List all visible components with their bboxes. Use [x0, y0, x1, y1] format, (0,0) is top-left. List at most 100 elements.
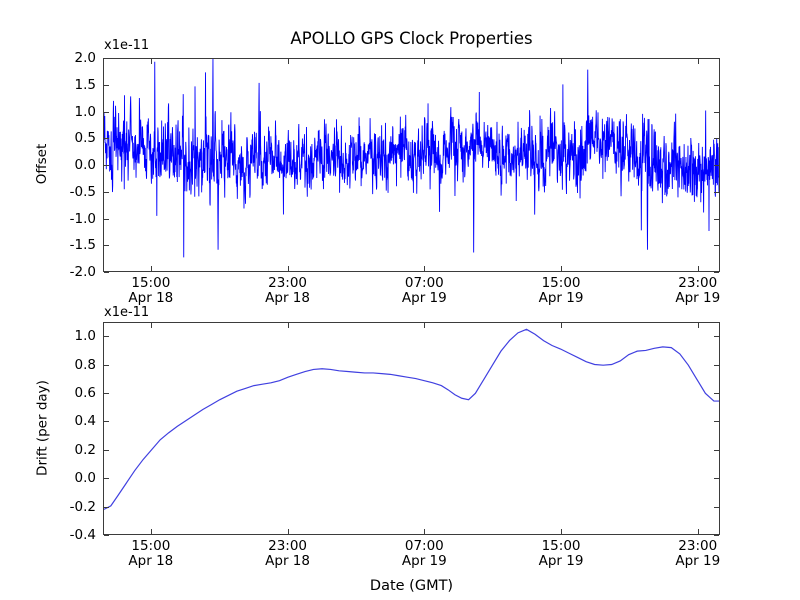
drift-y-axis-label: Drift (per day) [34, 379, 50, 476]
xtick-time: 15:00 [541, 538, 581, 554]
axis-tick [104, 507, 109, 509]
xtick-time: 15:00 [131, 538, 171, 554]
xtick-date: Apr 18 [128, 552, 174, 569]
axis-tick [424, 59, 426, 64]
axis-tick [104, 112, 109, 114]
drift-ytick-label: 0.6 [74, 385, 96, 401]
drift-exponent-label: x1e-11 [104, 305, 150, 320]
axis-tick [104, 245, 109, 247]
offset-ytick-label: -0.5 [69, 183, 96, 200]
offset-exponent-label: x1e-11 [104, 38, 150, 53]
axis-tick [151, 529, 153, 534]
axis-tick [104, 535, 109, 537]
offset-xtick-label: 15:00 Apr 18 [128, 276, 173, 305]
axis-tick [714, 393, 719, 395]
drift-x-axis-label: Date (GMT) [369, 578, 454, 594]
drift-trace [104, 329, 719, 509]
drift-ytick-label: 0.8 [74, 356, 96, 373]
axis-tick [714, 165, 719, 167]
xtick-date: Apr 19 [675, 289, 721, 306]
drift-ytick-label: -0.4 [69, 527, 96, 543]
xtick-time: 23:00 [678, 538, 718, 554]
axis-tick [714, 421, 719, 423]
axis-tick [714, 365, 719, 367]
axis-tick [104, 365, 109, 367]
axis-tick [288, 59, 290, 64]
axis-tick [561, 59, 563, 64]
xtick-date: Apr 18 [128, 289, 174, 306]
xtick-time: 23:00 [678, 275, 718, 291]
xtick-date: Apr 19 [401, 289, 447, 306]
axis-tick [714, 336, 719, 338]
axis-tick [424, 529, 426, 534]
axis-tick [104, 219, 109, 221]
offset-ytick-label: 1.0 [74, 103, 96, 120]
axis-tick [104, 272, 109, 274]
figure-title: APOLLO GPS Clock Properties [290, 29, 533, 48]
axis-tick [104, 421, 109, 423]
xtick-date: Apr 19 [401, 552, 447, 569]
drift-xtick-label: 15:00 Apr 19 [539, 539, 584, 568]
drift-ytick-label: -0.2 [69, 498, 96, 515]
axis-tick [714, 112, 719, 114]
offset-ytick-label: -1.5 [69, 237, 96, 254]
axis-tick [104, 85, 109, 87]
axis-tick [104, 192, 109, 194]
axis-tick [151, 323, 153, 328]
axis-tick [151, 266, 153, 271]
offset-xtick-label: 15:00 Apr 19 [539, 276, 584, 305]
axis-tick [104, 336, 109, 338]
offset-series-svg [104, 59, 719, 271]
axis-tick [104, 393, 109, 395]
axis-tick [151, 59, 153, 64]
axis-tick [714, 219, 719, 221]
axis-tick [104, 138, 109, 140]
drift-xtick-label: 23:00 Apr 18 [265, 539, 310, 568]
offset-ytick-label: 0.5 [74, 130, 96, 147]
axis-tick [424, 323, 426, 328]
xtick-time: 07:00 [404, 275, 444, 291]
drift-xtick-label: 15:00 Apr 18 [128, 539, 173, 568]
offset-ytick-label: -2.0 [69, 264, 96, 280]
xtick-date: Apr 19 [538, 552, 584, 569]
axis-tick [714, 507, 719, 509]
offset-trace [104, 59, 719, 257]
axis-tick [288, 323, 290, 328]
axis-tick [714, 192, 719, 194]
axis-tick [104, 450, 109, 452]
drift-xtick-label: 23:00 Apr 19 [675, 539, 720, 568]
offset-ytick-label: 0.0 [74, 157, 96, 173]
offset-ytick-label: 2.0 [74, 50, 96, 66]
offset-xtick-label: 07:00 Apr 19 [402, 276, 447, 305]
drift-ytick-label: 0.4 [74, 413, 96, 430]
offset-xtick-label: 23:00 Apr 19 [675, 276, 720, 305]
axis-tick [104, 478, 109, 480]
axis-tick [714, 272, 719, 274]
offset-xtick-label: 23:00 Apr 18 [265, 276, 310, 305]
drift-ytick-label: 0.0 [74, 470, 96, 487]
xtick-date: Apr 18 [265, 552, 310, 569]
drift-plot-area [103, 322, 720, 535]
axis-tick [561, 266, 563, 271]
axis-tick [288, 266, 290, 271]
axis-tick [714, 138, 719, 140]
drift-ytick-label: 0.2 [74, 441, 96, 458]
xtick-date: Apr 19 [538, 289, 584, 306]
axis-tick [561, 323, 563, 328]
axis-tick [714, 450, 719, 452]
axis-tick [714, 478, 719, 480]
axis-tick [104, 165, 109, 167]
axis-tick [698, 266, 700, 271]
xtick-time: 15:00 [541, 275, 581, 291]
offset-ytick-label: -1.0 [69, 210, 96, 227]
axis-tick [698, 529, 700, 534]
offset-ytick-label: 1.5 [74, 76, 96, 93]
axis-tick [714, 58, 719, 60]
axis-tick [698, 59, 700, 64]
offset-y-axis-label: Offset [34, 143, 50, 185]
offset-plot-area [103, 58, 720, 272]
axis-tick [714, 245, 719, 247]
xtick-time: 15:00 [131, 275, 171, 291]
axis-tick [714, 85, 719, 87]
